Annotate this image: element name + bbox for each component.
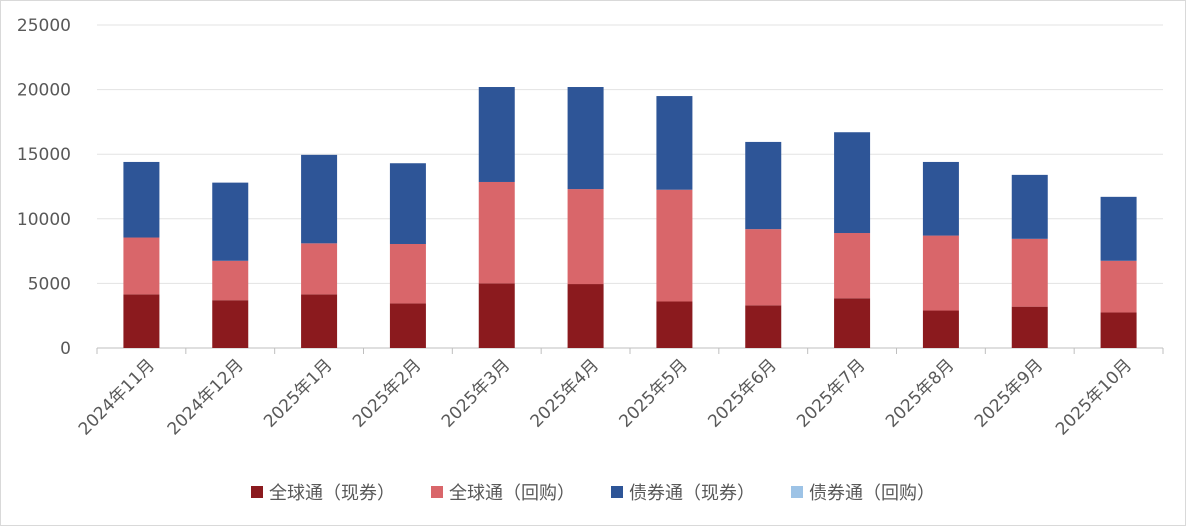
legend-label: 全球通（现券）: [269, 483, 395, 504]
bar-segment: [567, 87, 604, 190]
x-tick-label: 2024年12月: [164, 355, 248, 439]
y-axis-ticks: 0 5000 10000 15000 20000 25000: [17, 16, 71, 359]
y-tick-label: 25000: [17, 16, 71, 36]
legend-item: 债券通（现券）: [611, 479, 755, 505]
legend-label: 债券通（现券）: [629, 483, 755, 504]
y-tick-label: 0: [60, 339, 71, 359]
x-tick-label: 2024年11月: [75, 355, 159, 439]
x-tick-label: 2025年5月: [616, 355, 692, 431]
legend-label: 债券通（回购）: [809, 483, 935, 504]
bar-segment: [745, 305, 782, 348]
legend-item: 全球通（现券）: [251, 479, 395, 505]
bar-segment: [1011, 174, 1048, 239]
x-tick-label: 2025年9月: [971, 355, 1047, 431]
x-tick-label: 2025年4月: [527, 355, 603, 431]
legend: 全球通（现券） 全球通（回购） 债券通（现券） 债券通（回购）: [1, 479, 1185, 505]
x-tick-label: 2025年2月: [349, 355, 425, 431]
legend-swatch: [611, 486, 623, 498]
bar-segment: [123, 294, 160, 348]
bar-segment: [301, 294, 338, 348]
x-tick-label: 2025年1月: [260, 355, 336, 431]
bar-segment: [301, 243, 338, 295]
bar-segment: [212, 260, 249, 301]
bar-segment: [212, 182, 249, 261]
bar-segment: [389, 303, 426, 348]
bar-segment: [212, 300, 249, 348]
x-tick-label: 2025年10月: [1052, 355, 1136, 439]
gridlines: [96, 24, 1164, 354]
bar-segment: [567, 189, 604, 285]
x-tick-label: 2025年8月: [882, 355, 958, 431]
bar-segment: [478, 87, 515, 182]
x-tick-label: 2025年6月: [704, 355, 780, 431]
stacked-bar-chart: 0 5000 10000 15000 20000 25000 2024年11月 2024年1…: [17, 16, 1164, 439]
y-tick-label: 5000: [28, 274, 71, 294]
bar-segment: [922, 161, 959, 236]
y-tick-label: 10000: [17, 210, 71, 230]
bar-segment: [922, 235, 959, 311]
bar-segment: [922, 310, 959, 348]
x-axis-ticks: 2024年11月 2024年12月 2025年1月 2025年2月 2025年3月 202…: [75, 355, 1136, 439]
bar-segment: [1100, 312, 1137, 348]
y-tick-label: 20000: [17, 81, 71, 101]
x-tick-label: 2025年7月: [793, 355, 869, 431]
x-tick-label: 2025年3月: [438, 355, 514, 431]
bar-segment: [656, 301, 693, 348]
bar-segment: [656, 189, 693, 302]
bar-segment: [834, 132, 871, 234]
legend-swatch: [431, 486, 443, 498]
legend-label: 全球通（回购）: [449, 483, 575, 504]
bars: [123, 87, 1137, 348]
bar-segment: [567, 284, 604, 348]
bar-segment: [745, 141, 782, 230]
bar-segment: [478, 283, 515, 348]
bar-segment: [1100, 260, 1137, 313]
bar-segment: [1100, 196, 1137, 261]
bar-segment: [123, 237, 160, 295]
bar-segment: [301, 154, 338, 244]
bar-segment: [1011, 238, 1048, 307]
bar-segment: [834, 233, 871, 299]
legend-swatch: [791, 486, 803, 498]
bar-segment: [123, 161, 160, 238]
legend-item: 债券通（回购）: [791, 479, 935, 505]
bar-segment: [478, 181, 515, 284]
bar-segment: [389, 243, 426, 304]
bar-segment: [656, 96, 693, 190]
legend-swatch: [251, 486, 263, 498]
bar-segment: [389, 163, 426, 244]
y-tick-label: 15000: [17, 145, 71, 165]
bar-segment: [745, 229, 782, 306]
bar-segment: [834, 298, 871, 348]
bar-segment: [1011, 306, 1048, 348]
legend-item: 全球通（回购）: [431, 479, 575, 505]
